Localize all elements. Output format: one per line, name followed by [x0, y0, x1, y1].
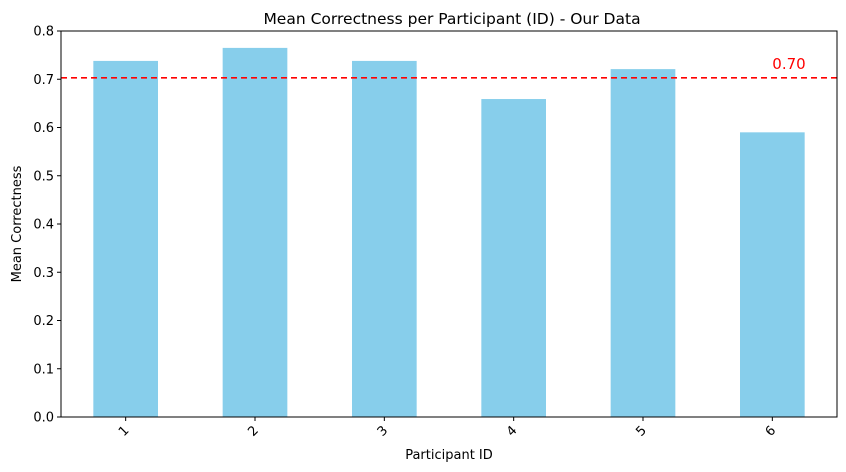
y-tick-label: 0.5 — [33, 169, 54, 184]
y-tick-label: 0.2 — [33, 314, 54, 329]
x-axis-label: Participant ID — [405, 448, 493, 463]
y-axis-label: Mean Correctness — [10, 165, 25, 282]
chart-title: Mean Correctness per Participant (ID) - … — [263, 10, 640, 28]
reference-line-group: 0.70 — [61, 55, 837, 79]
bar-participant-5 — [610, 69, 676, 418]
bar-participant-3 — [352, 60, 417, 417]
bar-participant-4 — [481, 99, 546, 417]
y-axis: 0.0 0.1 0.2 0.3 0.4 0.5 0.6 0.7 0.8 — [33, 25, 61, 426]
reference-line-label: 0.70 — [772, 55, 805, 73]
y-tick-label: 0.1 — [33, 362, 54, 377]
x-tick-label: 4 — [504, 423, 520, 439]
x-tick-label: 2 — [245, 423, 261, 439]
x-tick-label: 6 — [763, 423, 779, 439]
x-tick-label: 5 — [633, 423, 649, 439]
x-tick-label: 1 — [116, 423, 132, 439]
y-tick-label: 0.8 — [33, 25, 54, 40]
y-tick-label: 0.3 — [33, 266, 54, 281]
bars — [93, 47, 805, 418]
y-tick-label: 0.4 — [33, 218, 54, 233]
bar-participant-1 — [93, 60, 158, 417]
plot-area-frame — [60, 30, 838, 418]
bar-participant-6 — [740, 132, 805, 417]
bar-participant-2 — [222, 47, 288, 417]
y-tick-label: 0.6 — [33, 121, 54, 136]
x-tick-label: 3 — [375, 423, 391, 439]
y-tick-label: 0.0 — [33, 411, 54, 426]
y-tick-label: 0.7 — [33, 73, 54, 88]
x-axis: 1 2 3 4 5 6 — [116, 417, 779, 440]
